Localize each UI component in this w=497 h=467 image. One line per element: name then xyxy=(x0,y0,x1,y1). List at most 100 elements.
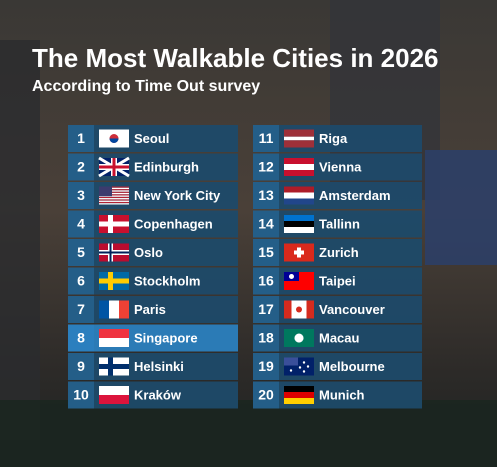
city: Edinburgh xyxy=(134,159,199,174)
flag-part xyxy=(99,203,129,205)
flag-part xyxy=(119,300,129,319)
flag-part xyxy=(284,227,314,233)
flag xyxy=(99,215,129,233)
city: Vancouver xyxy=(319,302,385,317)
row xyxy=(253,324,422,352)
city: Riga xyxy=(319,131,348,146)
flag-part xyxy=(294,338,304,343)
row xyxy=(253,239,422,266)
flag xyxy=(99,329,129,347)
flag-part xyxy=(284,192,314,199)
flag xyxy=(284,329,314,347)
flag xyxy=(99,272,129,290)
flag-part xyxy=(99,186,129,188)
flag-part xyxy=(284,170,314,176)
row xyxy=(68,381,238,409)
flag-part xyxy=(284,186,314,193)
flag-part xyxy=(109,138,119,143)
flag xyxy=(284,129,314,148)
rank-box xyxy=(68,210,94,238)
flag-part xyxy=(306,365,310,368)
flag-part xyxy=(284,198,314,205)
rank: 17 xyxy=(258,301,274,317)
rank: 4 xyxy=(77,216,85,232)
city: Stockholm xyxy=(134,273,200,288)
rank: 14 xyxy=(258,216,274,232)
flag-part xyxy=(294,250,304,255)
rank: 2 xyxy=(77,159,85,175)
rank: 8 xyxy=(77,330,85,346)
flag-part xyxy=(99,199,129,201)
city: Macau xyxy=(319,330,360,345)
flag-part xyxy=(99,194,129,196)
rank: 7 xyxy=(77,301,85,317)
row xyxy=(253,353,422,380)
rank-box xyxy=(68,267,94,295)
rank: 11 xyxy=(259,130,274,146)
flag-part xyxy=(99,395,129,404)
row xyxy=(68,153,238,181)
flag-part xyxy=(99,196,129,199)
flag xyxy=(99,129,129,148)
rank: 16 xyxy=(258,273,274,289)
city: Taipei xyxy=(319,273,356,288)
rank-box xyxy=(253,125,279,152)
flag xyxy=(284,386,314,404)
rank-box xyxy=(253,239,279,266)
flag xyxy=(99,386,129,404)
flag-part xyxy=(99,364,129,369)
rank-box xyxy=(68,153,94,181)
rank: 13 xyxy=(258,187,274,203)
row xyxy=(68,267,238,295)
flag-part xyxy=(296,306,302,313)
flag-part xyxy=(99,221,129,227)
rank-box xyxy=(68,182,94,209)
flag-part xyxy=(99,191,129,193)
city: Seoul xyxy=(134,131,169,146)
flag-part xyxy=(298,366,302,369)
rank: 12 xyxy=(258,159,274,175)
subtitle: According to Time Out survey xyxy=(32,78,260,95)
flag xyxy=(99,186,129,205)
rank: 18 xyxy=(258,330,274,346)
row xyxy=(253,125,422,152)
title: The Most Walkable Cities in 2026 xyxy=(32,43,439,73)
city: Singapore xyxy=(134,330,198,345)
flag-part xyxy=(302,361,306,364)
flag-part xyxy=(99,386,129,395)
flag-part xyxy=(284,398,314,404)
city: Amsterdam xyxy=(319,188,391,203)
building xyxy=(0,40,40,440)
flag-part xyxy=(284,136,314,141)
flag-part xyxy=(99,200,129,202)
flag-part xyxy=(99,329,129,338)
flag-part xyxy=(99,198,129,200)
list: 1 Seoul 2 Edinburgh 3 New York City 4 Copenhage… xyxy=(68,125,422,409)
flag-part xyxy=(99,187,129,190)
flag-part xyxy=(99,165,129,169)
screen xyxy=(425,150,497,265)
flag-part xyxy=(284,300,292,319)
rank-box xyxy=(68,324,94,352)
flag-part xyxy=(284,158,314,164)
rank: 3 xyxy=(77,187,85,203)
row xyxy=(253,153,422,181)
rank-box xyxy=(68,353,94,380)
flag-part xyxy=(99,278,129,284)
flag-part xyxy=(302,370,306,373)
rank-box xyxy=(253,267,279,295)
row xyxy=(253,381,422,409)
city: New York City xyxy=(134,188,221,203)
flag-part xyxy=(284,221,314,227)
flag xyxy=(284,215,314,233)
city: Copenhagen xyxy=(134,216,213,231)
row xyxy=(68,353,238,380)
city: Paris xyxy=(134,302,166,317)
flag-part xyxy=(284,357,298,366)
city: Tallinn xyxy=(319,216,360,231)
row xyxy=(253,210,422,238)
flag xyxy=(284,300,314,319)
flag-part xyxy=(99,189,129,191)
city: Munich xyxy=(319,387,365,402)
